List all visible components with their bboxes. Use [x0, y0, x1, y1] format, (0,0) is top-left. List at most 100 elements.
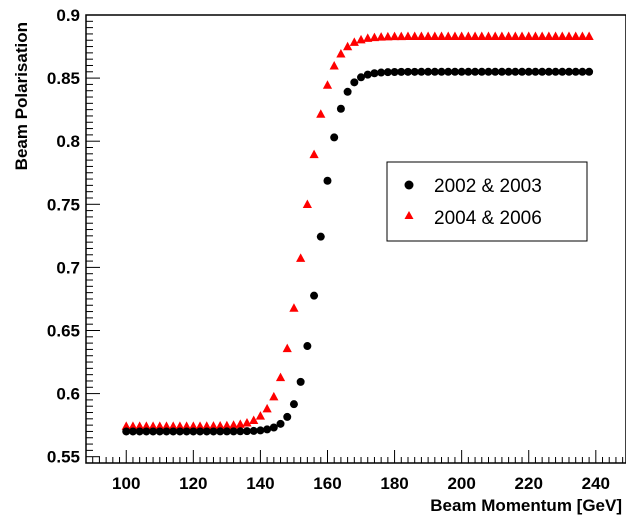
data-point — [504, 31, 514, 40]
series-layer — [121, 31, 594, 436]
data-point — [437, 67, 446, 76]
data-point — [275, 372, 286, 382]
data-point — [350, 78, 359, 87]
data-point — [242, 417, 252, 427]
data-point — [122, 427, 131, 436]
data-point — [175, 421, 185, 430]
data-point — [544, 67, 553, 76]
legend-label-2004-2006: 2004 & 2006 — [434, 208, 542, 229]
data-point — [471, 67, 480, 76]
x-tick-label: 240 — [582, 474, 610, 493]
data-point — [235, 419, 245, 428]
data-point — [410, 67, 419, 76]
data-point — [255, 411, 266, 420]
data-point — [443, 31, 453, 40]
data-point — [530, 31, 541, 40]
data-point — [329, 61, 339, 70]
data-point — [302, 199, 312, 209]
data-point — [336, 104, 345, 113]
axis-ticks — [86, 14, 624, 463]
x-tick-label: 180 — [380, 474, 408, 493]
data-point — [155, 421, 165, 430]
data-point — [424, 67, 433, 76]
data-point — [249, 426, 258, 435]
data-point — [349, 37, 359, 46]
data-point — [477, 31, 487, 40]
data-point — [444, 67, 453, 76]
data-point — [182, 427, 191, 436]
data-point — [457, 31, 467, 40]
data-point — [343, 87, 352, 96]
data-point — [477, 67, 486, 76]
data-point — [121, 421, 131, 430]
data-point — [135, 421, 145, 430]
data-point — [544, 31, 554, 40]
data-point — [571, 31, 581, 40]
data-point — [242, 427, 251, 436]
data-point — [403, 67, 412, 76]
data-point — [262, 403, 272, 413]
data-point — [256, 426, 265, 435]
plot-frame — [85, 14, 626, 464]
data-point — [497, 67, 506, 76]
data-point — [296, 253, 306, 262]
data-point — [249, 415, 259, 424]
data-point — [155, 427, 164, 436]
x-axis-title: Beam Momentum [GeV] — [430, 496, 622, 515]
data-point — [322, 80, 333, 89]
data-point — [430, 31, 440, 40]
data-point — [551, 67, 560, 76]
data-point — [577, 31, 587, 40]
data-point — [430, 67, 439, 76]
data-point — [558, 67, 567, 76]
data-point — [376, 32, 386, 41]
x-tick-label: 160 — [313, 474, 341, 493]
legend-label-2002-2003: 2002 & 2003 — [434, 176, 542, 197]
data-point — [463, 31, 473, 40]
data-point — [389, 31, 400, 41]
data-point — [222, 420, 232, 430]
data-point — [363, 33, 373, 42]
data-point — [149, 427, 158, 436]
data-point — [175, 427, 184, 436]
data-point — [578, 67, 587, 76]
data-point — [357, 73, 366, 82]
data-point — [491, 67, 500, 76]
data-point — [356, 34, 366, 44]
data-point — [383, 31, 393, 41]
data-point — [396, 31, 406, 41]
legend-box — [386, 161, 588, 242]
data-point — [316, 232, 325, 241]
data-point — [148, 421, 158, 430]
data-point — [215, 421, 225, 430]
data-point — [363, 70, 372, 79]
data-point — [510, 31, 520, 40]
data-point — [370, 69, 379, 78]
data-point — [497, 31, 507, 40]
data-point — [161, 421, 172, 430]
data-point — [571, 67, 580, 76]
data-point — [557, 31, 567, 40]
data-point — [538, 67, 547, 76]
series-0 — [122, 67, 594, 436]
data-point — [128, 421, 138, 430]
data-point — [229, 427, 238, 436]
data-point — [269, 423, 278, 432]
x-tick-label: 100 — [112, 474, 140, 493]
data-point — [464, 67, 473, 76]
y-tick-label: 0.9 — [56, 6, 80, 25]
x-tick-label: 220 — [515, 474, 543, 493]
data-point — [263, 425, 272, 434]
data-point — [208, 421, 219, 430]
y-tick-label: 0.7 — [56, 258, 80, 277]
y-tick-label: 0.8 — [56, 132, 80, 151]
data-point — [182, 421, 192, 430]
data-point — [209, 427, 218, 436]
series-1 — [121, 31, 594, 430]
data-point — [195, 421, 205, 430]
data-point — [196, 427, 205, 436]
data-point — [423, 31, 433, 40]
y-axis-title: Beam Polarisation — [12, 22, 31, 170]
data-point — [383, 68, 392, 77]
data-point — [323, 176, 332, 185]
